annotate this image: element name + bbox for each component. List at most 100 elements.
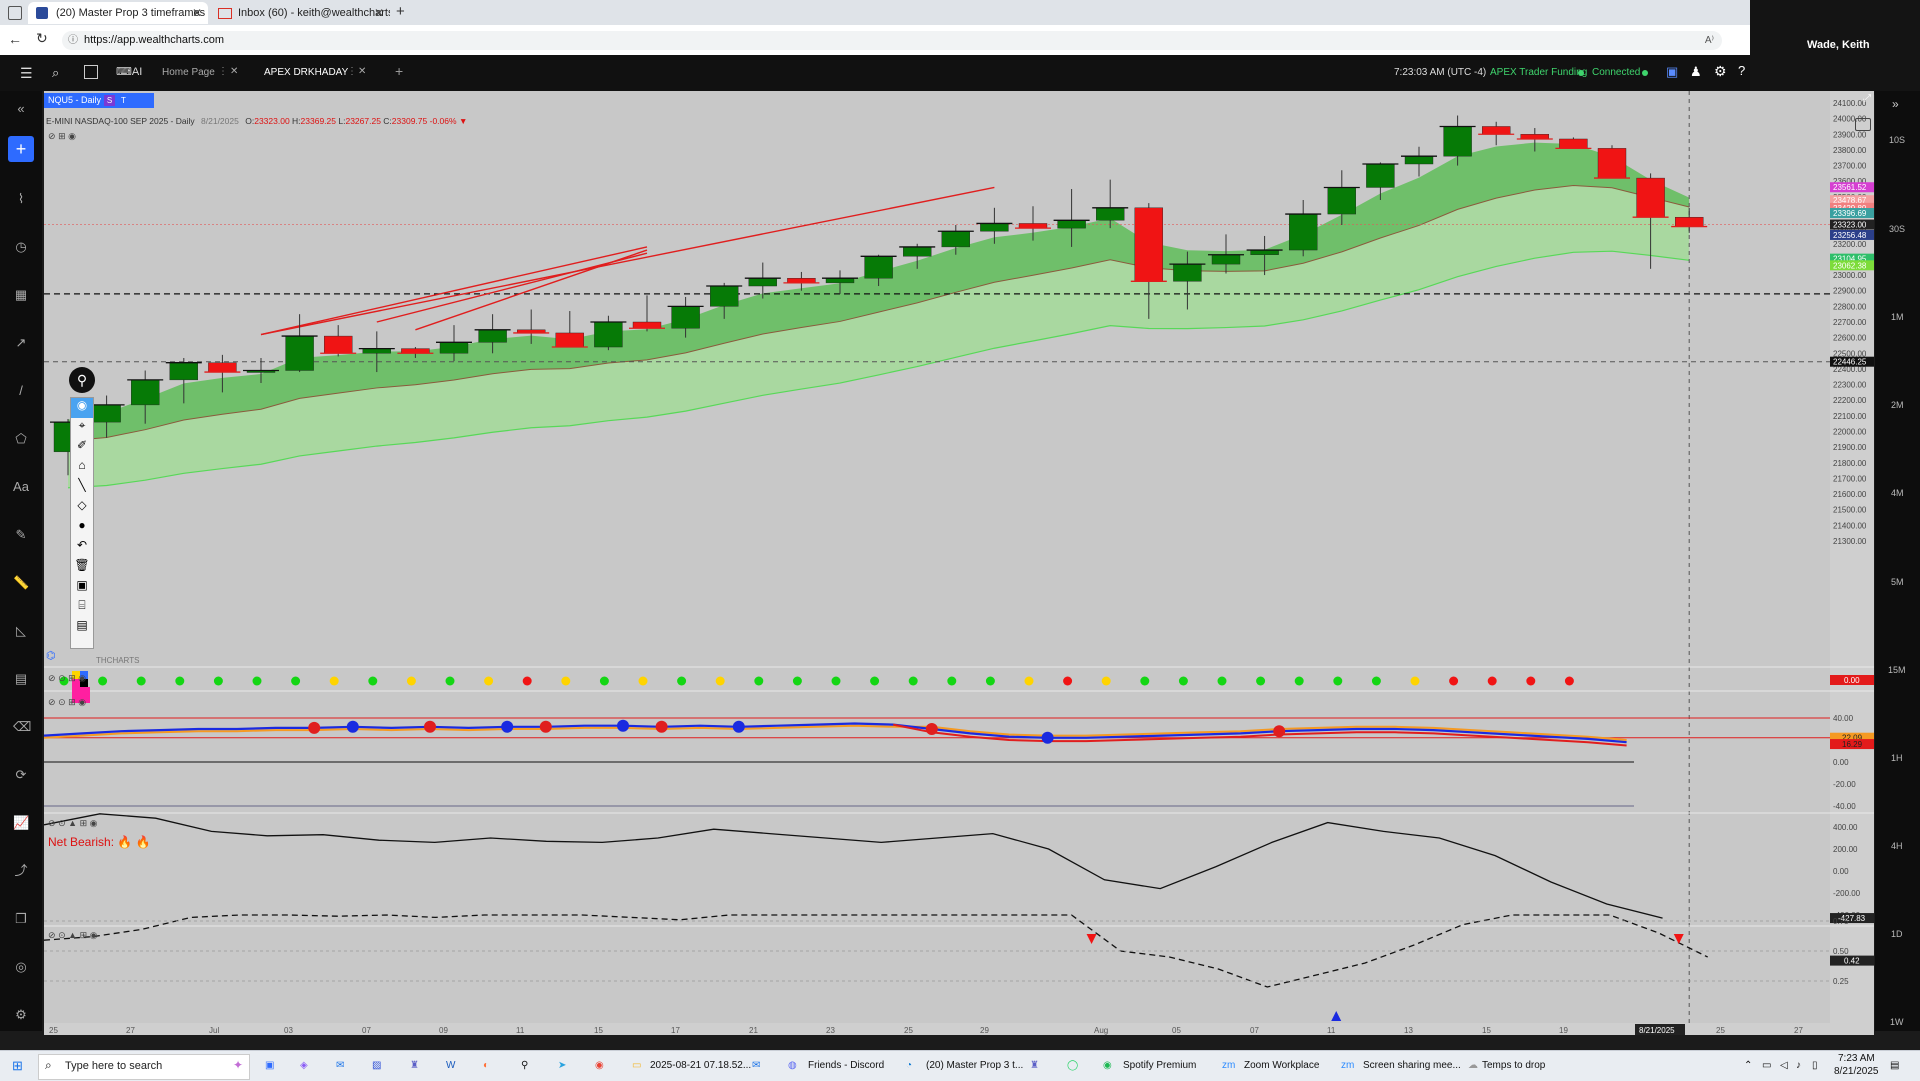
analytics-icon[interactable]: 📈 — [13, 815, 30, 830]
taskbar-item-browser[interactable]: (20) Master Prop 3 t... — [926, 1060, 1024, 1071]
ruler-icon[interactable]: 📏 — [13, 575, 30, 590]
close-icon[interactable]: ✕ — [230, 66, 239, 77]
tab-menu-icon[interactable]: ⋮ — [218, 66, 228, 77]
gear-icon[interactable]: ⊙ — [58, 818, 66, 828]
read-aloud-icon[interactable]: A⁾ — [1704, 35, 1714, 46]
brush-icon[interactable]: ✐ — [76, 438, 88, 452]
expand-icon[interactable]: ⊞ — [79, 930, 88, 940]
indicators-icon[interactable]: ▤ — [14, 671, 28, 686]
tf-15m[interactable]: 15M — [1888, 665, 1906, 675]
settings-icon[interactable]: ⊘ — [48, 818, 56, 828]
tray-chevron-icon[interactable]: ⌃ — [1744, 1060, 1753, 1071]
browser-tab-active[interactable]: (20) Master Prop 3 timeframes - W ✕ — [28, 2, 208, 24]
close-icon[interactable]: ✕ — [191, 6, 202, 20]
eraser-icon[interactable]: ⌫ — [13, 719, 32, 734]
undo-icon[interactable]: ↶ — [76, 538, 88, 552]
edge-icon[interactable]: ◔ — [906, 1060, 913, 1071]
symbol-badge[interactable]: NQU5 - Daily S T — [44, 93, 154, 108]
teams-app-icon[interactable]: ♜ — [1030, 1060, 1039, 1071]
taskbar-time[interactable]: 7:23 AM — [1838, 1053, 1875, 1064]
gear-icon[interactable]: ⊙ — [58, 673, 66, 683]
taskbar-item-screen-sharing[interactable]: Screen sharing mee... — [1363, 1060, 1461, 1071]
notifications-icon[interactable]: ♟ — [1690, 64, 1702, 79]
settings-icon[interactable]: ⊘ — [48, 930, 56, 940]
tab-actions-icon[interactable] — [8, 6, 22, 20]
copy-icon[interactable]: ❐ — [15, 911, 27, 926]
refresh-icon[interactable]: ↻ — [36, 30, 48, 46]
color-swatch-black[interactable] — [80, 679, 88, 687]
gear-icon[interactable]: ⊙ — [58, 930, 66, 940]
chart-area[interactable]: 24100.00 24000.00 23900.00 23800.00 23700.00… — [44, 91, 1874, 1035]
tab-home-page[interactable]: Home Page — [162, 67, 215, 78]
target-icon[interactable]: ◎ — [15, 959, 27, 974]
measure-icon[interactable]: ◺ — [16, 623, 26, 638]
tab-apex-drkhaday[interactable]: APEX DRKHADAY — [264, 67, 349, 78]
help-icon[interactable]: ? — [1738, 63, 1746, 78]
eye-icon[interactable]: ◉ — [68, 131, 76, 141]
telegram-icon[interactable]: ➤ — [558, 1060, 567, 1071]
tf-4h[interactable]: 4H — [1891, 841, 1903, 851]
battery-icon[interactable]: ▯ — [1812, 1060, 1818, 1071]
eraser-icon[interactable]: ◇ — [77, 498, 87, 512]
gear-icon[interactable]: ⚙ — [1714, 63, 1727, 79]
notes-icon[interactable]: ▤ — [76, 618, 88, 632]
eye-icon[interactable]: ◉ — [78, 697, 87, 707]
eye-icon[interactable]: ◉ — [89, 818, 98, 828]
tf-5m[interactable]: 5M — [1891, 577, 1904, 587]
firefox-icon[interactable]: ◐ — [483, 1060, 490, 1071]
speaker-icon[interactable]: ◁ — [1780, 1060, 1788, 1071]
chart-type-icon[interactable]: ⌇ — [17, 191, 25, 206]
trend-icon[interactable]: ↗ — [15, 335, 27, 350]
trash-icon[interactable]: 🗑 — [74, 558, 90, 572]
screenshot-icon[interactable] — [1855, 118, 1871, 131]
close-icon[interactable]: ✕ — [373, 6, 384, 20]
expand-icon[interactable]: » — [1892, 97, 1899, 111]
up-icon[interactable]: ▲ — [68, 818, 78, 828]
badge-t[interactable]: T — [118, 95, 129, 106]
settings-wheel-icon[interactable]: ⚙ — [15, 1007, 27, 1022]
pencil-icon[interactable]: ✎ — [15, 527, 27, 542]
weather-text[interactable]: Temps to drop — [1482, 1060, 1546, 1071]
tf-1h[interactable]: 1H — [1891, 753, 1903, 763]
taskbar-item-screenshot[interactable]: 2025-08-21 07.18.52... — [650, 1060, 752, 1071]
expand-icon[interactable]: ⊞ — [68, 697, 76, 707]
task-view-icon[interactable]: ▣ — [265, 1060, 275, 1071]
badge-s[interactable]: S — [104, 95, 115, 106]
tag-icon[interactable]: ⌂ — [78, 458, 86, 472]
taskbar-date[interactable]: 8/21/2025 — [1834, 1066, 1879, 1077]
add-button[interactable]: + — [8, 136, 34, 162]
taskbar-item-zoom[interactable]: Zoom Workplace — [1244, 1060, 1320, 1071]
whatsapp-icon[interactable]: ◯ — [1067, 1060, 1079, 1071]
discord-icon[interactable]: ◍ — [788, 1060, 797, 1071]
clock-icon[interactable]: ◷ — [15, 239, 27, 254]
bus-icon[interactable]: ▣ — [76, 578, 88, 592]
notification-icon[interactable]: ▤ — [1890, 1060, 1900, 1071]
outlook-app-icon[interactable]: ✉ — [752, 1060, 761, 1071]
tf-4m[interactable]: 4M — [1891, 488, 1904, 498]
gear-icon[interactable]: ⊙ — [58, 697, 66, 707]
chrome-icon[interactable]: ◉ — [595, 1060, 604, 1071]
settings-icon[interactable]: ⊘ — [48, 673, 56, 683]
ai-icon[interactable]: ⌨AI — [116, 66, 143, 78]
tf-1d[interactable]: 1D — [1891, 929, 1903, 939]
collapse-icon[interactable]: « — [17, 101, 25, 116]
tf-10s[interactable]: 10S — [1889, 135, 1906, 145]
color-swatch-yellow[interactable] — [72, 671, 80, 679]
zoom-share-icon[interactable]: zm — [1341, 1060, 1355, 1071]
dot-icon[interactable]: ● — [78, 518, 86, 532]
expand-icon[interactable]: ⊞ — [58, 131, 66, 141]
eye-icon[interactable]: ◉ — [78, 673, 87, 683]
pin-icon[interactable]: ⚲ — [69, 367, 95, 393]
tab-menu-icon[interactable]: ⋮ — [347, 66, 357, 77]
tf-1m[interactable]: 1M — [1891, 312, 1904, 322]
color-swatch-blue[interactable] — [80, 671, 88, 679]
zoom-icon[interactable]: zm — [1222, 1060, 1236, 1071]
layouts-icon[interactable] — [84, 65, 98, 79]
color-swatch-pink-wide[interactable] — [72, 687, 90, 703]
tf-30s[interactable]: 30S — [1889, 224, 1906, 234]
folder-icon[interactable]: ▭ — [632, 1060, 642, 1071]
cursor-icon[interactable]: ⌖ — [78, 418, 86, 432]
browser-tab[interactable]: Inbox (60) - keith@wealthcharts.c ✕ — [210, 2, 390, 24]
word-icon[interactable]: W — [446, 1060, 456, 1071]
network-icon[interactable]: ▭ — [1762, 1060, 1772, 1071]
